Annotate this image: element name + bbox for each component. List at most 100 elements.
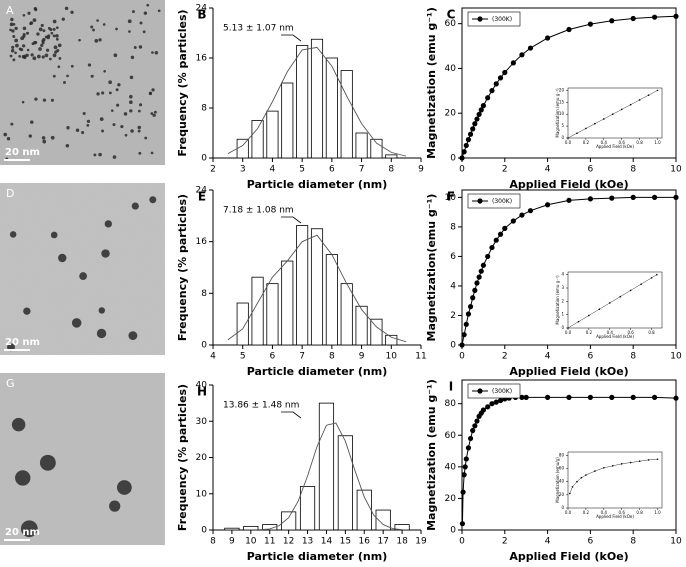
nanoparticle (87, 63, 92, 67)
nanoparticle (20, 520, 38, 538)
bar (340, 70, 353, 159)
marker (598, 308, 601, 311)
marker (647, 94, 650, 96)
marker (463, 321, 469, 327)
nanoparticle (117, 480, 132, 495)
marker (673, 395, 679, 401)
x-tick-label: 8 (630, 165, 636, 175)
nanoparticle (138, 109, 141, 113)
x-tick-label: 8 (630, 352, 636, 362)
marker (603, 118, 605, 120)
marker (497, 397, 504, 404)
nanoparticle (10, 49, 15, 53)
x-tick-label: 0.0 (565, 140, 572, 145)
nanoparticle (99, 117, 104, 121)
y-axis-label: Magnetization (emu g⁻¹) (425, 7, 438, 159)
nanoparticle (98, 152, 102, 157)
nanoparticle (78, 38, 81, 42)
nanoparticle (129, 100, 133, 105)
nanoparticle (14, 51, 17, 55)
legend-box (467, 383, 521, 399)
panel-label: C (447, 8, 456, 22)
nanoparticle (63, 81, 66, 84)
nanoparticle (46, 35, 51, 40)
x-tick-label: 16 (359, 537, 371, 547)
nanoparticle (153, 110, 157, 114)
legend-label: (300K) (492, 16, 512, 23)
marker (489, 401, 495, 407)
nanoparticle (42, 37, 46, 42)
nanoparticle (55, 34, 59, 38)
nanoparticle (64, 6, 69, 11)
annotation-leader (281, 34, 302, 42)
marker (652, 194, 658, 200)
marker (461, 472, 467, 478)
fit-curve (260, 422, 403, 531)
nanoparticle (90, 25, 94, 29)
nanoparticle (109, 500, 121, 512)
nanoparticle (41, 136, 46, 140)
plot-frame (567, 271, 663, 329)
y-tick-label: 80 (559, 452, 565, 457)
bar (243, 525, 259, 531)
marker (502, 69, 508, 76)
marker (603, 467, 605, 469)
marker (587, 21, 594, 27)
x-tick-label: 6 (329, 165, 335, 175)
nanoparticle (38, 47, 42, 51)
nanoparticle (3, 132, 8, 137)
nanoparticle (6, 137, 11, 141)
y-axis-label: Frequency (% particles) (176, 9, 189, 156)
bar (325, 254, 338, 346)
legend-label: (300K) (492, 388, 512, 395)
marker (587, 196, 594, 202)
nanoparticle (129, 75, 134, 80)
marker (463, 456, 469, 462)
x-tick-label: 8 (630, 537, 636, 547)
marker (630, 194, 636, 200)
nanoparticle (132, 10, 135, 14)
x-tick-label: 0.2 (583, 140, 590, 145)
x-tick-label: 9 (359, 352, 365, 362)
x-tick-label: 3 (240, 165, 246, 175)
bar (299, 486, 316, 531)
nanoparticle (138, 151, 142, 155)
y-tick-label: 15 (559, 99, 565, 104)
marker (567, 137, 569, 139)
marker (476, 111, 482, 117)
nanoparticle (36, 32, 40, 36)
nanoparticle (70, 64, 74, 68)
y-tick-label: 20 (445, 494, 457, 504)
nanoparticle (29, 22, 33, 26)
annotation-leader (281, 411, 302, 419)
nanoparticle (142, 30, 146, 34)
marker (480, 103, 486, 109)
nanoparticle (58, 57, 62, 60)
marker (576, 132, 578, 135)
marker (510, 60, 516, 66)
bar (370, 138, 383, 159)
marker (502, 225, 508, 231)
x-tick-label: 8 (210, 537, 216, 547)
panel-label: E (198, 190, 206, 204)
nanoparticle (81, 131, 85, 135)
nanoparticle (66, 74, 69, 78)
marker (580, 476, 583, 479)
nanoparticle (86, 119, 91, 124)
marker (470, 126, 476, 132)
marker (652, 14, 658, 20)
x-tick-label: 2 (210, 165, 216, 175)
bar (385, 334, 398, 346)
tem-grain (0, 0, 165, 165)
nanoparticle (52, 34, 56, 38)
nanoparticle (18, 47, 22, 51)
x-tick-label: 10 (245, 537, 257, 547)
y-tick-label: 20 (559, 492, 565, 497)
marker (620, 463, 623, 465)
nanoparticle (40, 23, 44, 28)
bar (236, 302, 249, 346)
nanoparticle (116, 103, 120, 107)
nanoparticle (102, 23, 106, 26)
nanoparticle (34, 40, 38, 45)
nanoparticle (28, 134, 32, 138)
